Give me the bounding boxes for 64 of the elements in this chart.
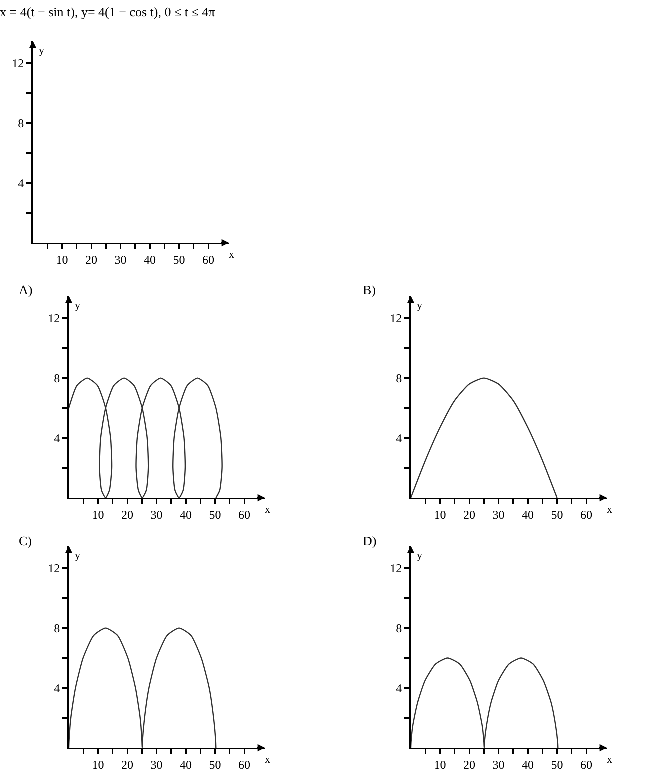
x-tick-label: 40 (522, 758, 534, 772)
x-tick-label: 20 (122, 758, 134, 772)
y-tick-label: 12 (390, 562, 402, 576)
x-tick-label: 60 (202, 252, 215, 267)
x-axis-title: x (607, 754, 613, 766)
x-tick-label: 60 (238, 508, 251, 522)
y-tick-label: 4 (18, 176, 24, 190)
x-tick-label: 50 (173, 252, 186, 267)
line-series (411, 658, 559, 748)
x-tick-label: 10 (434, 758, 446, 772)
x-tick-label: 30 (150, 508, 163, 522)
x-tick-label: 20 (86, 252, 98, 267)
x-tick-label: 40 (180, 758, 192, 772)
x-axis-title: x (265, 754, 271, 766)
line-series (411, 378, 558, 498)
x-tick-label: 60 (238, 758, 251, 772)
y-axis-title: y (417, 300, 423, 312)
x-tick-label: 30 (114, 252, 127, 267)
y-tick-label: 8 (54, 372, 60, 386)
y-tick-label: 8 (396, 622, 402, 636)
y-tick-label: 4 (396, 431, 402, 446)
x-tick-label: 30 (492, 508, 505, 522)
x-tick-label: 30 (492, 758, 505, 772)
x-axis-title: x (607, 504, 613, 516)
line-series (69, 628, 217, 748)
y-tick-label: 12 (48, 312, 60, 326)
y-axis-title: y (39, 45, 45, 57)
chart-title: D) (363, 534, 377, 549)
y-tick-label: 4 (396, 681, 402, 696)
y-tick-label: 8 (18, 116, 24, 130)
y-tick-label: 12 (390, 312, 402, 326)
y-tick-label: 12 (12, 56, 24, 71)
y-tick-label: 12 (48, 562, 60, 576)
x-tick-label: 60 (580, 508, 593, 522)
x-tick-label: 50 (551, 508, 564, 522)
x-tick-label: 40 (522, 508, 534, 522)
chart-title: B) (363, 282, 376, 298)
y-axis-title: y (75, 300, 81, 312)
x-tick-label: 50 (209, 508, 222, 522)
y-tick-label: 8 (54, 622, 60, 636)
line-series (69, 378, 223, 498)
x-tick-label: 10 (92, 758, 104, 772)
chart-title: x = 4(t − sin t), y= 4(1 − cos t), 0 ≤ t ≤ 4π (0, 4, 216, 20)
y-tick-label: 8 (396, 372, 402, 386)
x-tick-label: 20 (122, 508, 134, 522)
chart-title: A) (19, 282, 33, 298)
x-axis-title: x (229, 249, 235, 261)
x-tick-label: 10 (434, 508, 446, 522)
x-axis-title: x (265, 504, 271, 516)
x-tick-label: 60 (580, 758, 593, 772)
y-axis-title: y (417, 550, 423, 562)
y-axis-title: y (75, 550, 81, 562)
x-tick-label: 50 (551, 758, 564, 772)
x-tick-label: 20 (464, 508, 476, 522)
x-tick-label: 50 (209, 758, 222, 772)
x-tick-label: 10 (56, 252, 68, 267)
x-tick-label: 20 (464, 758, 476, 772)
y-tick-label: 4 (54, 431, 60, 446)
x-tick-label: 30 (150, 758, 163, 772)
chart-title: C) (19, 534, 32, 549)
y-tick-label: 4 (54, 681, 60, 696)
x-tick-label: 10 (92, 508, 104, 522)
x-tick-label: 40 (144, 252, 156, 267)
x-tick-label: 40 (180, 508, 192, 522)
